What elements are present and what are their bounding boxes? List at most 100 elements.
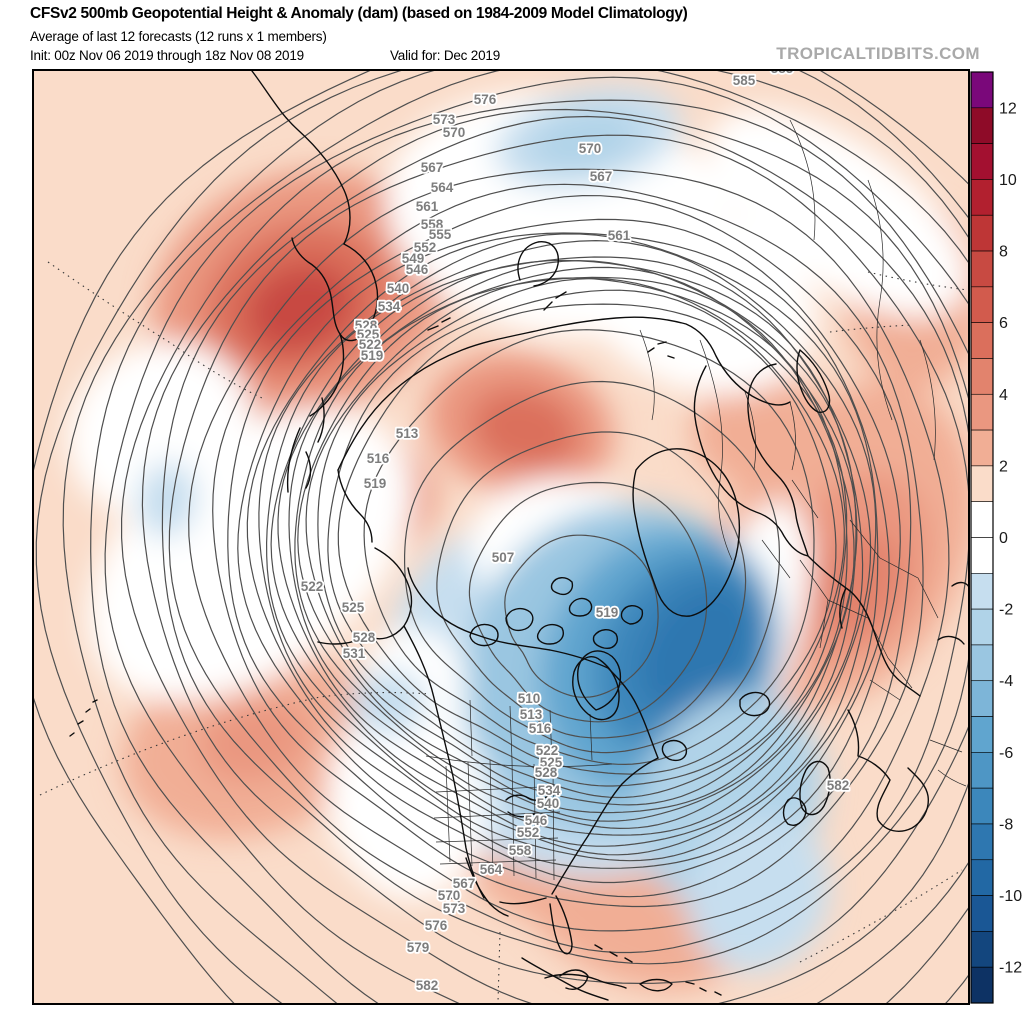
svg-text:522: 522 — [359, 337, 382, 352]
svg-text:585: 585 — [733, 73, 756, 88]
svg-text:12: 12 — [999, 100, 1017, 117]
svg-text:582: 582 — [416, 978, 439, 993]
svg-text:-8: -8 — [999, 817, 1013, 834]
svg-text:522: 522 — [301, 579, 324, 594]
svg-text:519: 519 — [361, 348, 384, 363]
svg-text:540: 540 — [387, 281, 410, 296]
hudson-bay-coast — [577, 650, 622, 711]
svg-text:531: 531 — [343, 646, 366, 661]
svg-text:576: 576 — [474, 92, 497, 107]
svg-text:525: 525 — [357, 327, 380, 342]
svg-text:570: 570 — [443, 125, 466, 140]
svg-text:561: 561 — [608, 228, 631, 243]
svg-text:8: 8 — [999, 244, 1008, 261]
iceland-coast — [739, 691, 771, 717]
svg-text:6: 6 — [999, 315, 1008, 332]
init-time-label: Init: 00z Nov 06 2019 through 18z Nov 08… — [30, 48, 304, 63]
ireland-coast — [782, 797, 807, 826]
tropicaltidbits-watermark: TROPICALTIDBITS.COM — [776, 44, 980, 63]
chukotka-coast — [337, 469, 373, 543]
arctic-islands — [427, 291, 675, 359]
okhotsk-japan-coast — [286, 333, 345, 493]
svg-text:567: 567 — [453, 876, 476, 891]
europe-coast — [807, 555, 969, 832]
svg-text:546: 546 — [406, 262, 429, 277]
svg-text:513: 513 — [396, 426, 419, 441]
page-title: CFSv2 500mb Geopotential Height & Anomal… — [30, 5, 688, 22]
svg-text:579: 579 — [407, 940, 430, 955]
svg-text:528: 528 — [353, 630, 376, 645]
political-border-lines — [425, 119, 967, 881]
svg-text:4: 4 — [999, 387, 1008, 404]
svg-text:534: 534 — [378, 299, 401, 314]
svg-text:510: 510 — [518, 691, 541, 706]
map-frame — [32, 69, 970, 1005]
coastlines — [69, 70, 969, 1001]
anomaly-colorbar: 12 10 8 6 4 2 0 -2 -4 -6 -8 -10 -12 — [970, 71, 1022, 1004]
svg-text:573: 573 — [443, 901, 466, 916]
svg-text:2: 2 — [999, 458, 1008, 475]
svg-text:570: 570 — [579, 141, 602, 156]
svg-text:585: 585 — [771, 61, 794, 76]
great-lakes — [505, 794, 549, 818]
north-america-east-coast — [551, 757, 659, 895]
russia-arctic-coast — [337, 316, 791, 471]
svg-text:558: 558 — [509, 843, 532, 858]
newfoundland-coast — [661, 739, 688, 762]
valid-time-label: Valid for: Dec 2019 — [390, 48, 501, 63]
svg-text:558: 558 — [421, 217, 444, 232]
forecast-average-subtitle: Average of last 12 forecasts (12 runs x … — [30, 29, 327, 44]
svg-text:555: 555 — [429, 227, 452, 242]
svg-text:549: 549 — [402, 251, 425, 266]
svg-text:516: 516 — [367, 451, 390, 466]
contour-value-labels: 5765735705675645615585555525495465405345… — [299, 61, 851, 995]
britain-coast — [799, 760, 831, 816]
svg-text:507: 507 — [492, 550, 515, 565]
greenland-coast — [632, 448, 741, 617]
svg-text:534: 534 — [538, 783, 561, 798]
caribbean-islands — [544, 944, 722, 996]
florida-coast — [549, 895, 573, 955]
svg-text:576: 576 — [425, 918, 448, 933]
svg-text:567: 567 — [421, 160, 444, 175]
hawaii-islands — [69, 699, 98, 737]
north-america-west-coast — [403, 625, 485, 899]
taymyr-peninsula — [517, 241, 559, 287]
latitude-longitude-dotted-lines — [39, 261, 969, 1003]
mexico-coast — [465, 857, 609, 1001]
svg-text:546: 546 — [525, 813, 548, 828]
svg-text:519: 519 — [596, 605, 619, 620]
svg-text:540: 540 — [537, 796, 560, 811]
svg-text:-12: -12 — [999, 960, 1022, 977]
svg-text:519: 519 — [364, 476, 387, 491]
svg-text:528: 528 — [355, 318, 378, 333]
svg-text:516: 516 — [529, 721, 552, 736]
svg-text:525: 525 — [540, 755, 563, 770]
canada-arctic-coast — [407, 567, 609, 669]
svg-text:-2: -2 — [999, 602, 1013, 619]
svg-text:561: 561 — [416, 199, 439, 214]
siberia-northeast-coast — [251, 70, 351, 245]
svg-text:552: 552 — [414, 240, 437, 255]
svg-text:564: 564 — [431, 180, 454, 195]
svg-text:10: 10 — [999, 172, 1017, 189]
svg-text:552: 552 — [517, 825, 540, 840]
arctic-archipelago-islands — [469, 577, 644, 649]
svg-text:-10: -10 — [999, 888, 1022, 905]
labrador-coast — [607, 667, 659, 759]
svg-text:528: 528 — [535, 765, 558, 780]
alaska-coast — [317, 547, 413, 645]
svg-text:513: 513 — [520, 707, 543, 722]
svg-text:582: 582 — [827, 778, 850, 793]
baffin-island-coast — [572, 656, 620, 721]
svg-text:525: 525 — [342, 600, 365, 615]
svg-text:567: 567 — [590, 169, 613, 184]
novaya-zemlya — [796, 349, 831, 413]
anomaly-shading — [67, 87, 969, 990]
svg-text:564: 564 — [480, 862, 503, 877]
svg-text:0: 0 — [999, 530, 1008, 547]
svg-text:570: 570 — [438, 888, 461, 903]
svg-text:-6: -6 — [999, 745, 1013, 762]
